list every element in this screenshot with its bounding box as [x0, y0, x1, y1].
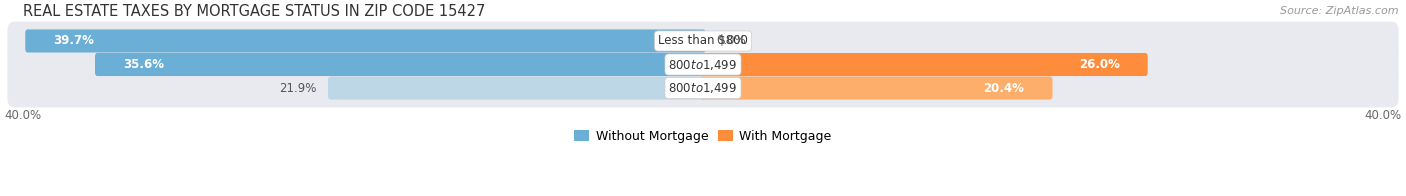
FancyBboxPatch shape — [7, 22, 1399, 60]
Text: 20.4%: 20.4% — [984, 82, 1025, 94]
FancyBboxPatch shape — [7, 69, 1399, 107]
Text: 21.9%: 21.9% — [280, 82, 316, 94]
FancyBboxPatch shape — [25, 29, 706, 53]
Text: $800 to $1,499: $800 to $1,499 — [668, 81, 738, 95]
Text: 0.0%: 0.0% — [717, 34, 747, 47]
Text: 26.0%: 26.0% — [1078, 58, 1119, 71]
Text: 39.7%: 39.7% — [53, 34, 94, 47]
Text: 35.6%: 35.6% — [124, 58, 165, 71]
FancyBboxPatch shape — [328, 76, 706, 100]
Legend: Without Mortgage, With Mortgage: Without Mortgage, With Mortgage — [569, 125, 837, 148]
Text: REAL ESTATE TAXES BY MORTGAGE STATUS IN ZIP CODE 15427: REAL ESTATE TAXES BY MORTGAGE STATUS IN … — [22, 4, 485, 19]
FancyBboxPatch shape — [700, 76, 1053, 100]
Text: Less than $800: Less than $800 — [658, 34, 748, 47]
Text: Source: ZipAtlas.com: Source: ZipAtlas.com — [1281, 6, 1399, 16]
Text: $800 to $1,499: $800 to $1,499 — [668, 57, 738, 72]
FancyBboxPatch shape — [7, 45, 1399, 84]
FancyBboxPatch shape — [96, 53, 706, 76]
FancyBboxPatch shape — [700, 53, 1147, 76]
